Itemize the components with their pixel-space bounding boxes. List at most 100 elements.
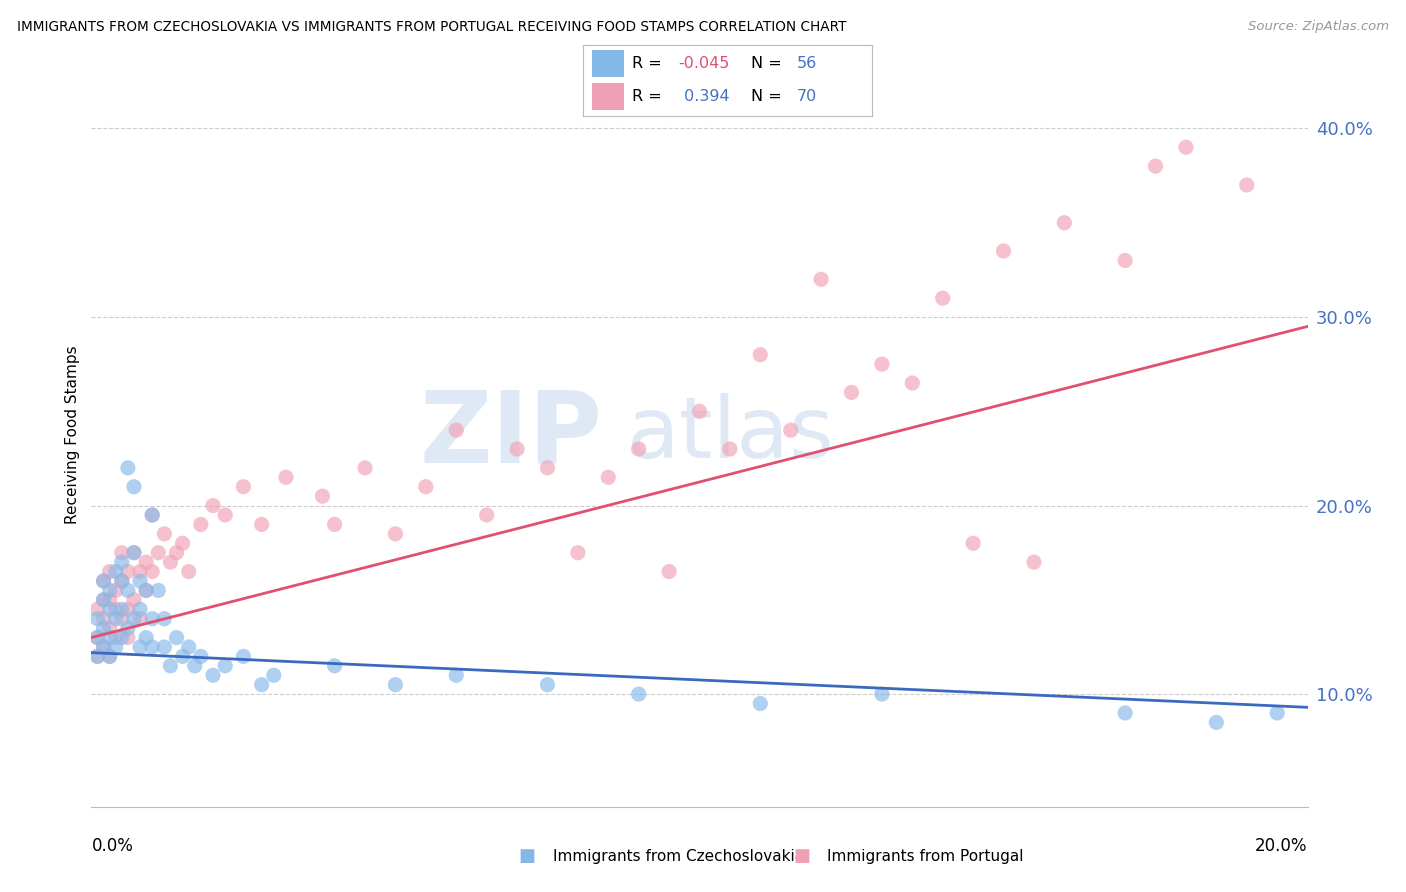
Point bbox=[384, 678, 406, 692]
Point bbox=[159, 555, 181, 569]
Point bbox=[415, 480, 437, 494]
Point bbox=[311, 489, 333, 503]
Text: ZIP: ZIP bbox=[419, 386, 602, 483]
Text: 20.0%: 20.0% bbox=[1256, 837, 1308, 855]
Point bbox=[93, 640, 115, 654]
Point bbox=[177, 640, 200, 654]
Text: N =: N = bbox=[751, 89, 786, 104]
Point bbox=[901, 376, 924, 390]
Point bbox=[104, 565, 127, 579]
Text: R =: R = bbox=[633, 89, 668, 104]
Point bbox=[627, 442, 650, 456]
Text: Source: ZipAtlas.com: Source: ZipAtlas.com bbox=[1249, 20, 1389, 33]
Text: ■: ■ bbox=[793, 847, 810, 865]
Point bbox=[111, 574, 134, 588]
Point bbox=[117, 565, 139, 579]
Point bbox=[104, 631, 127, 645]
Point bbox=[141, 508, 163, 522]
Point bbox=[598, 470, 620, 484]
Point bbox=[98, 649, 121, 664]
Point bbox=[214, 658, 236, 673]
Y-axis label: Receiving Food Stamps: Receiving Food Stamps bbox=[65, 345, 80, 524]
Point bbox=[141, 612, 163, 626]
Point bbox=[98, 621, 121, 635]
Point bbox=[93, 612, 115, 626]
Point bbox=[117, 602, 139, 616]
Point bbox=[250, 517, 273, 532]
Point bbox=[104, 612, 127, 626]
Point bbox=[122, 546, 145, 560]
Point bbox=[122, 480, 145, 494]
Point bbox=[536, 460, 558, 475]
Point bbox=[86, 631, 108, 645]
Point bbox=[354, 460, 377, 475]
Point bbox=[129, 602, 152, 616]
Point bbox=[135, 555, 157, 569]
Point bbox=[177, 565, 200, 579]
Point bbox=[749, 348, 772, 362]
Point bbox=[98, 592, 121, 607]
Point bbox=[117, 621, 139, 635]
Point bbox=[323, 517, 346, 532]
Point bbox=[232, 480, 254, 494]
Point bbox=[122, 546, 145, 560]
Point bbox=[104, 602, 127, 616]
Point bbox=[141, 640, 163, 654]
Point bbox=[202, 668, 225, 682]
Point bbox=[1174, 140, 1197, 154]
Point bbox=[172, 649, 194, 664]
Point bbox=[111, 546, 134, 560]
Point bbox=[111, 612, 134, 626]
Point bbox=[93, 592, 115, 607]
Point bbox=[153, 526, 176, 541]
Point bbox=[627, 687, 650, 701]
Point bbox=[475, 508, 498, 522]
Text: IMMIGRANTS FROM CZECHOSLOVAKIA VS IMMIGRANTS FROM PORTUGAL RECEIVING FOOD STAMPS: IMMIGRANTS FROM CZECHOSLOVAKIA VS IMMIGR… bbox=[17, 20, 846, 34]
Point bbox=[166, 546, 188, 560]
Point bbox=[172, 536, 194, 550]
Point bbox=[1236, 178, 1258, 192]
Text: 0.394: 0.394 bbox=[679, 89, 730, 104]
Point bbox=[184, 658, 207, 673]
Point bbox=[135, 631, 157, 645]
Point bbox=[506, 442, 529, 456]
Point bbox=[122, 612, 145, 626]
Point bbox=[870, 357, 893, 371]
Point bbox=[122, 592, 145, 607]
Point bbox=[718, 442, 741, 456]
Point bbox=[98, 583, 121, 598]
Point bbox=[86, 649, 108, 664]
Point bbox=[93, 621, 115, 635]
Point bbox=[117, 583, 139, 598]
Point bbox=[1205, 715, 1227, 730]
Point bbox=[93, 574, 115, 588]
Point bbox=[98, 649, 121, 664]
Point bbox=[214, 508, 236, 522]
Point bbox=[810, 272, 832, 286]
Point bbox=[141, 565, 163, 579]
Point bbox=[93, 574, 115, 588]
Point bbox=[444, 423, 467, 437]
Point bbox=[323, 658, 346, 673]
Point bbox=[263, 668, 285, 682]
Point bbox=[567, 546, 589, 560]
Point bbox=[148, 546, 170, 560]
Text: 56: 56 bbox=[797, 55, 817, 70]
Point bbox=[159, 658, 181, 673]
Point bbox=[93, 592, 115, 607]
Point bbox=[1265, 706, 1288, 720]
Point bbox=[384, 526, 406, 541]
Text: 0.0%: 0.0% bbox=[91, 837, 134, 855]
Point bbox=[111, 602, 134, 616]
FancyBboxPatch shape bbox=[592, 50, 624, 77]
Point bbox=[1144, 159, 1167, 173]
Point bbox=[1114, 706, 1136, 720]
Point bbox=[117, 631, 139, 645]
Point bbox=[111, 574, 134, 588]
Point bbox=[779, 423, 801, 437]
Point bbox=[190, 517, 212, 532]
Point bbox=[841, 385, 863, 400]
Point bbox=[536, 678, 558, 692]
Point bbox=[190, 649, 212, 664]
Point bbox=[148, 583, 170, 598]
